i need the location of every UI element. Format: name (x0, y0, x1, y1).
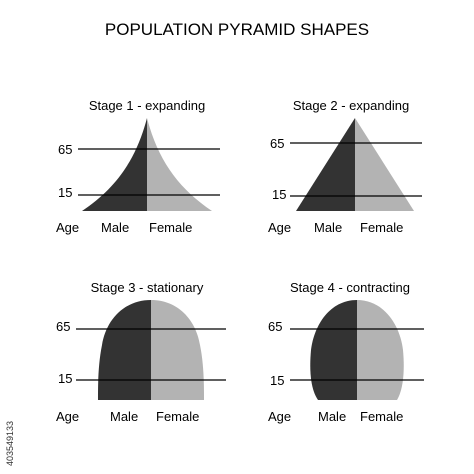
age-axis-label: Age (268, 220, 291, 235)
age-label-65: 65 (268, 319, 282, 334)
panel-stage-1: Stage 1 - expanding 65 15 Age Male Femal… (56, 98, 220, 235)
panel-stage-4: Stage 4 - contracting 65 15 Age Male Fem… (268, 280, 424, 424)
male-shape (98, 300, 151, 400)
male-label: Male (314, 220, 342, 235)
male-label: Male (101, 220, 129, 235)
male-label: Male (110, 409, 138, 424)
panel-stage-3: Stage 3 - stationary 65 15 Age Male Fema… (56, 280, 226, 424)
age-label-15: 15 (58, 185, 72, 200)
male-label: Male (318, 409, 346, 424)
age-label-65: 65 (58, 142, 72, 157)
page-title: POPULATION PYRAMID SHAPES (105, 20, 369, 39)
age-axis-label: Age (56, 409, 79, 424)
female-shape (355, 118, 414, 211)
female-label: Female (156, 409, 199, 424)
female-label: Female (149, 220, 192, 235)
panel-title: Stage 1 - expanding (89, 98, 205, 113)
age-label-65: 65 (270, 136, 284, 151)
male-shape (310, 300, 357, 400)
age-label-15: 15 (272, 187, 286, 202)
watermark-id: 403549133 (5, 421, 15, 466)
panel-title: Stage 3 - stationary (91, 280, 204, 295)
panel-stage-2: Stage 2 - expanding 65 15 Age Male Femal… (268, 98, 422, 235)
age-label-15: 15 (58, 371, 72, 386)
female-shape (147, 118, 212, 211)
age-label-65: 65 (56, 319, 70, 334)
male-shape (296, 118, 355, 211)
age-axis-label: Age (268, 409, 291, 424)
panel-title: Stage 2 - expanding (293, 98, 409, 113)
female-shape (357, 300, 404, 400)
age-label-15: 15 (270, 373, 284, 388)
female-label: Female (360, 220, 403, 235)
age-axis-label: Age (56, 220, 79, 235)
female-shape (151, 300, 204, 400)
panel-title: Stage 4 - contracting (290, 280, 410, 295)
male-shape (82, 118, 147, 211)
female-label: Female (360, 409, 403, 424)
